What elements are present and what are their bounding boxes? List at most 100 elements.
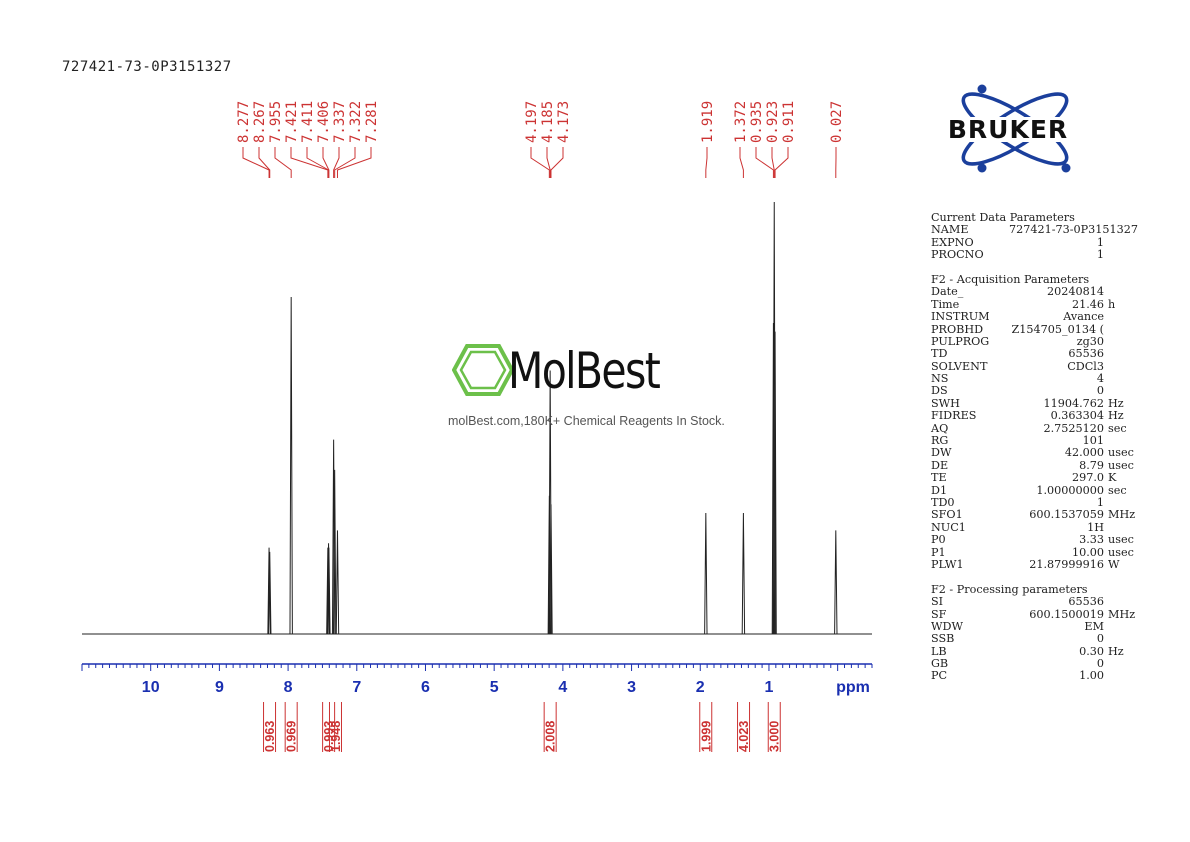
- param-value: 2.7525120: [1043, 421, 1105, 435]
- param-unit: usec: [1108, 458, 1134, 472]
- param-row: GB 0: [931, 657, 1141, 671]
- integral-bracket: [737, 702, 751, 752]
- param-value: 0.30: [1079, 644, 1104, 658]
- integral-value: 0.969: [285, 721, 299, 752]
- param-unit: MHz: [1108, 607, 1136, 621]
- peak-label-leader: [258, 147, 271, 178]
- integral-value: 0.963: [263, 721, 277, 752]
- param-key: TE: [931, 471, 947, 485]
- peak-label-leader: [242, 147, 270, 178]
- peak-label-leader: [336, 147, 372, 178]
- param-value: Z154705_0134 (: [1011, 322, 1104, 336]
- param-value: 42.000: [1064, 446, 1104, 460]
- param-value: 1H: [1087, 520, 1104, 534]
- spectrum-peak: [268, 551, 272, 635]
- param-unit: usec: [1108, 533, 1134, 547]
- param-key: PC: [931, 669, 948, 683]
- param-key: SFO1: [931, 508, 963, 522]
- param-value: zg30: [1076, 334, 1104, 348]
- x-tick-label: 8: [284, 679, 293, 696]
- molbest-tagline: molBest.com,180K+ Chemical Reagents In S…: [448, 414, 725, 428]
- param-key: LB: [931, 644, 947, 658]
- x-tick-label: 9: [215, 679, 224, 696]
- integral-bracket: [263, 702, 277, 752]
- param-row: RG 101: [931, 434, 1141, 448]
- param-row: DE 8.79 usec: [931, 458, 1141, 472]
- param-row: EXPNO 1: [931, 235, 1141, 249]
- peak-label-leader: [274, 147, 292, 178]
- x-tick-label: 4: [558, 679, 567, 696]
- spectrum-peak: [267, 547, 271, 635]
- param-key: GB: [931, 657, 949, 671]
- param-key: TD: [931, 347, 948, 361]
- param-row: AQ 2.7525120 sec: [931, 421, 1141, 435]
- param-value: 20240814: [1047, 285, 1104, 299]
- param-row: SSB 0: [931, 632, 1141, 645]
- param-row: INSTRUM Avance: [931, 310, 1141, 323]
- param-row: LB 0.30 Hz: [931, 644, 1141, 658]
- param-value: 1.00000000: [1036, 483, 1104, 497]
- param-unit: Hz: [1108, 396, 1124, 410]
- integral-bracket: [284, 702, 298, 752]
- peak-label: 4.173: [556, 101, 572, 143]
- peak-label: 7.411: [300, 101, 316, 143]
- peak-label-leader: [290, 147, 329, 178]
- param-key: PROBHD: [931, 322, 984, 336]
- param-value: 1: [1096, 235, 1104, 249]
- param-key: SOLVENT: [931, 359, 988, 373]
- peak-label: 0.027: [829, 101, 845, 143]
- param-row: PLW1 21.87999916 W: [931, 557, 1141, 571]
- integral-bracket: [543, 702, 557, 752]
- x-tick-label: 7: [352, 679, 361, 696]
- peak-label: 0.935: [749, 101, 765, 143]
- peak-label-leader: [530, 147, 550, 178]
- param-row: DW 42.000 usec: [931, 446, 1141, 460]
- param-row: SOLVENT CDCl3: [931, 359, 1141, 373]
- param-value: 727421-73-0P3151327: [1009, 223, 1138, 237]
- param-row: FIDRES 0.363304 Hz: [931, 409, 1141, 423]
- param-gap: [931, 571, 1141, 583]
- peak-label-leader: [334, 147, 356, 178]
- param-row: SF 600.1500019 MHz: [931, 607, 1141, 621]
- param-value: 600.1500019: [1029, 607, 1104, 621]
- param-value: 3.33: [1079, 533, 1104, 547]
- param-value: 10.00: [1071, 545, 1104, 559]
- peak-label: 4.185: [540, 101, 556, 143]
- param-row: NAME 727421-73-0P3151327: [931, 223, 1141, 237]
- param-row: DS 0: [931, 384, 1141, 398]
- param-key: SI: [931, 595, 944, 609]
- param-value: 21.87999916: [1029, 557, 1104, 571]
- x-tick-label: 6: [421, 679, 430, 696]
- spectrum-peak: [773, 331, 777, 635]
- peak-label: 7.955: [268, 101, 284, 143]
- param-key: Date_: [931, 285, 964, 299]
- param-unit: Hz: [1108, 409, 1124, 423]
- peak-label: 4.197: [524, 101, 540, 143]
- peak-label: 8.277: [236, 101, 252, 143]
- param-unit: usec: [1108, 545, 1134, 559]
- benzene-ring-icon: [452, 344, 514, 396]
- peak-label-leader: [333, 147, 340, 178]
- peak-label-leader: [550, 147, 564, 178]
- integral-value: 3.000: [768, 721, 782, 752]
- param-value: 4: [1096, 372, 1104, 386]
- param-key: NS: [931, 372, 949, 386]
- param-row: TE 297.0 K: [931, 471, 1141, 485]
- param-unit: W: [1108, 557, 1120, 571]
- param-key: DS: [931, 384, 948, 398]
- integral-value: 2.008: [544, 721, 558, 752]
- sample-id: 727421-73-0P3151327: [62, 59, 232, 75]
- integral-bracket: [767, 702, 781, 752]
- param-key: SF: [931, 607, 947, 621]
- param-value: 8.79: [1079, 458, 1104, 472]
- param-key: FIDRES: [931, 409, 977, 423]
- integral-value: 4.023: [737, 721, 751, 752]
- param-group-title: F2 - Acquisition Parameters: [931, 272, 1090, 286]
- peak-label: 8.267: [252, 101, 268, 143]
- param-key: RG: [931, 434, 949, 448]
- integral-value: 1.948: [329, 721, 343, 752]
- param-row: PROBHD Z154705_0134 (: [931, 322, 1141, 336]
- parameter-panel: Current Data Parameters NAME 727421-73-0P3…: [931, 211, 1141, 683]
- param-unit: h: [1108, 297, 1116, 311]
